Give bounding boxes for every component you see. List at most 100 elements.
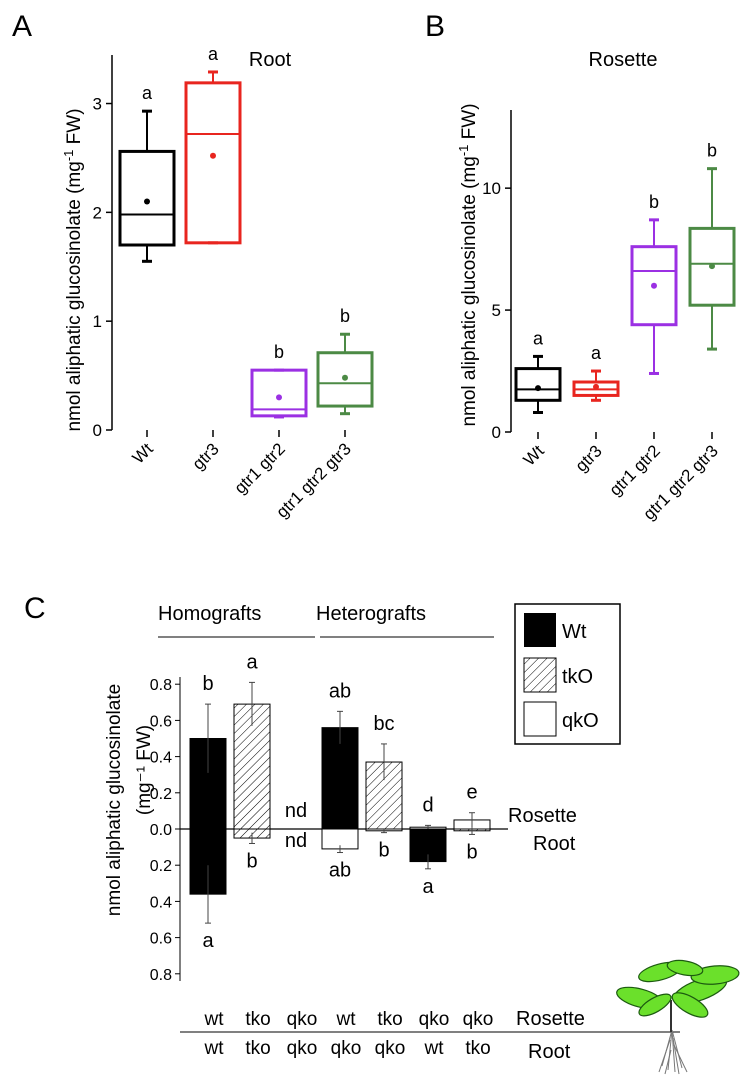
panel-c-side-label-root: Root	[533, 833, 576, 855]
panel-c-graft-barchart: Homografts Heterografts nmol aliphatic g…	[104, 603, 740, 1075]
legend-label-tko: tkO	[562, 666, 593, 688]
panel-c-y-tick-label: 0.6	[150, 713, 172, 730]
genotype-rosette-cell: tko	[245, 1009, 270, 1030]
panel-label-a: A	[12, 10, 32, 43]
genotype-table-rosette-label: Rosette	[516, 1008, 585, 1030]
genotype-rosette-cell: qko	[287, 1009, 318, 1030]
genotype-root-cell: tko	[245, 1038, 270, 1059]
panel-a-mean-point	[276, 394, 282, 401]
panel-b-x-category-label: gtr1 gtr2	[606, 441, 664, 499]
panel-a-y-label-tail: FW)	[64, 108, 85, 149]
panel-c-letter-rosette: d	[422, 794, 433, 816]
legend-label-qko: qkO	[562, 710, 599, 732]
panel-b-significance-letter: a	[533, 328, 544, 348]
genotype-root-cell: qko	[375, 1038, 406, 1059]
panel-b-mean-point	[651, 282, 657, 289]
panel-a-x-category-label: gtr1 gtr2	[231, 439, 289, 497]
panel-a-significance-letter: a	[208, 44, 219, 64]
panel-c-letter-rosette: ab	[329, 680, 351, 702]
panel-b-y-label-tail: FW)	[459, 103, 480, 144]
panel-c-letter-root: b	[378, 840, 389, 862]
genotype-root-cell: wt	[424, 1038, 445, 1059]
panel-c-letter-root: nd	[285, 830, 307, 852]
panel-b-y-tick-label: 10	[482, 179, 501, 198]
panel-c-y-tick-label: 0.4	[150, 750, 172, 767]
legend-label-wt: Wt	[562, 621, 587, 643]
panel-a-y-axis-label: nmol aliphatic glucosinolate (mg-1 FW)	[61, 108, 85, 431]
panel-c-y-axis-label-line2: (mg⁻¹ FW)	[134, 725, 155, 815]
genotype-root-cell: qko	[287, 1038, 318, 1059]
panel-b-box	[688, 226, 736, 307]
panel-c-y-tick-label: 0.2	[150, 858, 172, 875]
panel-label-c: C	[24, 592, 46, 625]
panel-a-box	[118, 149, 176, 247]
panel-c-side-label-rosette: Rosette	[508, 805, 577, 827]
panel-a-significance-letter: a	[142, 83, 153, 103]
panel-b-mean-point	[535, 385, 541, 392]
panel-a-x-category-label: Wt	[129, 439, 157, 467]
panel-b-mean-point	[593, 383, 599, 390]
panel-c-group-label-homografts: Homografts	[158, 603, 261, 625]
panel-a-box	[316, 351, 374, 408]
panel-b-significance-letter: b	[649, 192, 659, 212]
panel-b-y-label-main: nmol aliphatic glucosinolate (mg	[459, 156, 480, 426]
panel-a-root-boxplot: Root nmol aliphatic glucosinolate (mg-1 …	[61, 44, 374, 522]
genotype-table-root-label: Root	[528, 1041, 571, 1063]
genotype-rosette-cell: qko	[463, 1009, 494, 1030]
panel-c-letter-rosette: b	[202, 673, 213, 695]
panel-b-y-label-sup: -1	[456, 145, 471, 157]
panel-c-y-tick-label: 0.8	[150, 677, 172, 694]
panel-label-b: B	[425, 10, 445, 43]
panel-c-letter-rosette: nd	[285, 800, 307, 822]
panel-a-y-tick-label: 1	[93, 312, 102, 331]
panel-a-significance-letter: b	[274, 342, 284, 362]
panel-a-y-tick-label: 3	[93, 95, 102, 114]
panel-c-group-label-heterografts: Heterografts	[316, 603, 426, 625]
legend-swatch-tko	[523, 657, 557, 693]
panel-a-title: Root	[249, 49, 292, 71]
legend-swatch-qko	[523, 701, 557, 737]
panel-a-mean-point	[144, 198, 150, 205]
panel-c-y-tick-label: 0.0	[150, 822, 172, 839]
panel-b-mean-point	[709, 263, 715, 270]
panel-c-letter-rosette: e	[466, 782, 477, 804]
panel-b-y-tick-label: 0	[492, 423, 501, 442]
panel-c-y-tick-label: 0.8	[150, 967, 172, 984]
panel-b-x-category-label: Wt	[520, 441, 548, 469]
panel-c-letter-rosette: a	[246, 651, 258, 673]
genotype-rosette-cell: qko	[419, 1009, 450, 1030]
panel-c-y-tick-label: 0.2	[150, 786, 172, 803]
panel-b-x-category-label: gtr3	[572, 441, 606, 475]
panel-b-significance-letter: a	[591, 343, 602, 363]
panel-a-significance-letter: b	[340, 306, 350, 326]
panel-c-y-tick-label: 0.6	[150, 931, 172, 948]
panel-c-letter-root: b	[246, 850, 257, 872]
panel-a-y-tick-label: 0	[93, 421, 102, 440]
panel-b-y-axis-label: nmol aliphatic glucosinolate (mg-1 FW)	[456, 103, 480, 426]
panel-a-box	[184, 81, 242, 245]
panel-c-letter-root: a	[202, 930, 214, 952]
panel-c-letter-rosette: bc	[373, 713, 394, 735]
panel-a-mean-point	[210, 152, 216, 159]
panel-c-legend-box	[514, 603, 621, 745]
panel-a-x-category-label: gtr3	[189, 439, 223, 473]
genotype-rosette-cell: wt	[336, 1009, 357, 1030]
panel-c-bar-rosette	[321, 727, 359, 830]
legend-swatch-wt	[524, 613, 556, 647]
panel-b-rosette-boxplot: Rosette nmol aliphatic glucosinolate (mg…	[456, 49, 736, 524]
panel-b-title: Rosette	[589, 49, 658, 71]
arabidopsis-plant-icon	[616, 959, 740, 1075]
genotype-root-cell: wt	[204, 1038, 225, 1059]
panel-c-y-axis-label-line1: nmol aliphatic glucosinolate	[104, 684, 125, 916]
panel-b-y-tick-label: 5	[492, 301, 501, 320]
genotype-rosette-cell: tko	[377, 1009, 402, 1030]
panel-a-box	[250, 368, 308, 418]
panel-a-mean-point	[342, 374, 348, 381]
panel-b-box	[630, 245, 678, 327]
panel-c-letter-root: a	[422, 876, 434, 898]
genotype-rosette-cell: wt	[204, 1009, 225, 1030]
panel-c-letter-root: b	[466, 841, 477, 863]
panel-a-y-label-sup: -1	[61, 150, 76, 162]
panel-c-y-tick-label: 0.4	[150, 894, 172, 911]
